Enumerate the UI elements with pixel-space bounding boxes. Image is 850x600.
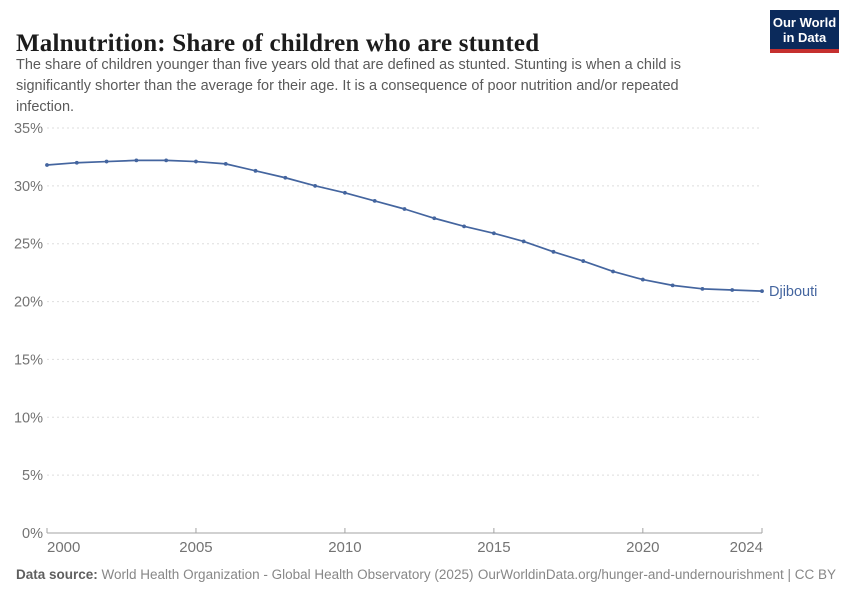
series-end-label: Djibouti	[769, 284, 817, 300]
data-point[interactable]	[45, 163, 49, 167]
data-point[interactable]	[760, 289, 764, 294]
data-point[interactable]	[223, 161, 228, 166]
data-point[interactable]	[104, 159, 109, 164]
data-point[interactable]	[164, 158, 169, 163]
data-point[interactable]	[372, 199, 377, 203]
x-tick-label: 2024	[730, 539, 763, 556]
data-point[interactable]	[611, 269, 615, 274]
data-point[interactable]	[313, 183, 318, 188]
y-tick-label: 0%	[22, 526, 43, 542]
data-point[interactable]	[134, 158, 139, 163]
y-tick-label: 20%	[14, 295, 43, 311]
data-point[interactable]	[491, 231, 496, 236]
data-point[interactable]	[432, 216, 437, 221]
x-tick-label: 2005	[179, 539, 212, 556]
chart-subtitle: The share of children younger than five …	[16, 55, 681, 118]
y-tick-label: 30%	[14, 179, 43, 195]
data-point[interactable]	[194, 159, 198, 164]
owid-logo[interactable]: Our World in Data	[770, 10, 839, 53]
data-point[interactable]	[700, 286, 705, 291]
x-tick-label: 2020	[626, 539, 659, 556]
subtitle-line: infection.	[16, 99, 75, 115]
data-point[interactable]	[462, 224, 466, 229]
y-tick-label: 25%	[14, 237, 43, 253]
data-point[interactable]	[730, 288, 735, 292]
data-source-note: Data source: World Health Organization -…	[16, 566, 473, 584]
series-line-djibouti[interactable]	[46, 159, 763, 293]
x-tick-label: 2010	[328, 539, 361, 556]
y-tick-label: 10%	[14, 410, 43, 426]
page-title: Malnutrition: Share of children who are …	[16, 29, 540, 57]
owid-logo-line1: Our World	[772, 15, 837, 30]
data-point[interactable]	[402, 207, 407, 211]
data-point[interactable]	[521, 239, 526, 244]
owid-link[interactable]: OurWorldinData.org/hunger-and-undernouri…	[477, 567, 836, 582]
chart-footer: Data source: World Health Organization -…	[16, 566, 836, 584]
data-point[interactable]	[74, 160, 79, 165]
x-tick-label: 2000	[47, 539, 80, 556]
subtitle-line: significantly shorter than the average f…	[16, 78, 679, 94]
data-point[interactable]	[581, 259, 586, 263]
owid-logo-line2: in Data	[782, 30, 827, 45]
y-tick-label: 35%	[14, 121, 43, 137]
data-point[interactable]	[253, 168, 258, 173]
x-tick-label: 2015	[477, 539, 510, 556]
data-point[interactable]	[670, 283, 675, 288]
y-tick-label: 15%	[14, 352, 43, 368]
data-source-text: World Health Organization - Global Healt…	[97, 567, 474, 582]
data-source-label: Data source:	[16, 567, 98, 582]
data-point[interactable]	[551, 249, 556, 254]
data-point[interactable]	[283, 175, 288, 180]
data-point[interactable]	[343, 190, 347, 195]
y-tick-label: 5%	[22, 468, 43, 484]
data-point[interactable]	[640, 277, 645, 282]
subtitle-line: The share of children younger than five …	[16, 57, 681, 73]
